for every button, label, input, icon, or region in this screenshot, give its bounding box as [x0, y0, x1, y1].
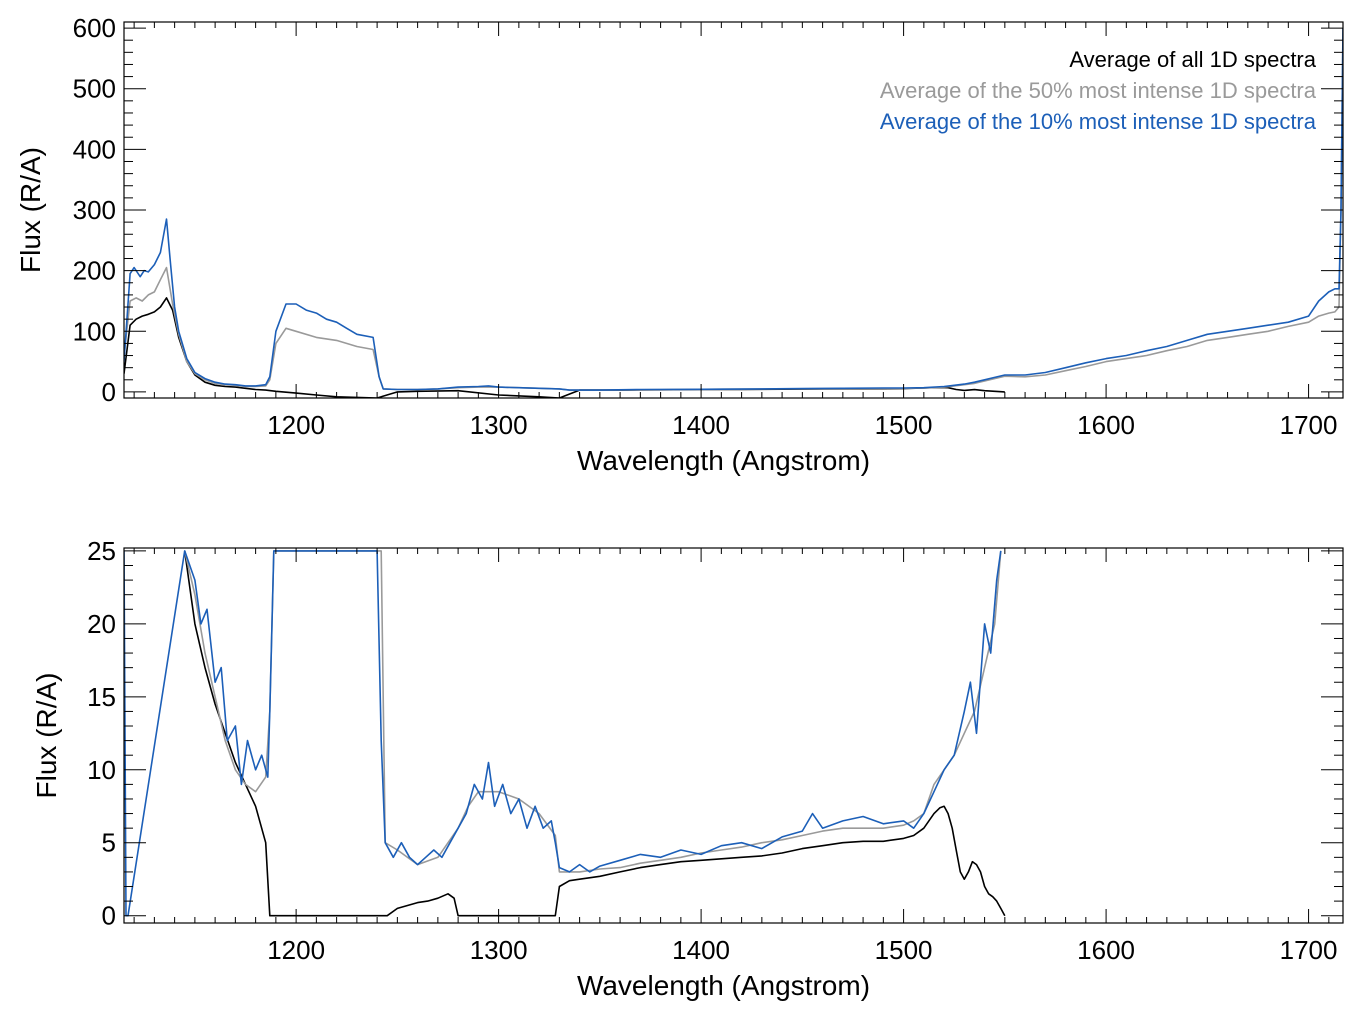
series-line-1: [183, 550, 1006, 917]
y-axis-label: Flux (R/A): [31, 673, 62, 799]
y-tick-label: 400: [73, 134, 116, 164]
series-line-1: [124, 297, 1005, 398]
y-axis-label: Flux (R/A): [15, 147, 46, 273]
x-tick-label: 1200: [267, 935, 325, 965]
x-tick-label: 1400: [672, 410, 730, 440]
x-tick-label: 1700: [1280, 410, 1338, 440]
legend-entry-2: Average of the 50% most intense 1D spect…: [880, 78, 1317, 103]
top-plot: 1200 1300 1400 1500 1600 1700 0 100 200 300 400 500…: [15, 13, 1344, 476]
y-tick-label: 0: [102, 377, 116, 407]
plot-frame: [123, 547, 1344, 924]
x-tick-label: 1300: [470, 410, 528, 440]
y-tick-label: 20: [87, 609, 116, 639]
y-tick-label: 25: [87, 536, 116, 566]
y-tick-label: 100: [73, 316, 116, 346]
bottom-plot: 1200 1300 1400 1500 1600 1700 0 5 10 15 20 25 Wavele…: [31, 536, 1344, 1001]
x-tick-label: 1700: [1280, 935, 1338, 965]
x-tick-label: 1500: [875, 935, 933, 965]
series-lines: [124, 28, 1343, 398]
y-tick-label: 500: [73, 74, 116, 104]
series-line-3: [124, 550, 1002, 917]
y-tick-label: 200: [73, 256, 116, 286]
x-tick-label: 1500: [875, 410, 933, 440]
legend-entry-3: Average of the 10% most intense 1D spect…: [880, 109, 1317, 134]
y-tick-label: 15: [87, 682, 116, 712]
x-tick-label: 1400: [672, 935, 730, 965]
x-tick-label: 1600: [1077, 935, 1135, 965]
x-tick-label: 1600: [1077, 410, 1135, 440]
y-tick-label: 300: [73, 195, 116, 225]
x-tick-label: 1200: [267, 410, 325, 440]
y-tick-label: 10: [87, 755, 116, 785]
x-axis-label: Wavelength (Angstrom): [577, 445, 870, 476]
series-line-2: [183, 550, 1002, 873]
y-tick-label: 5: [102, 828, 116, 858]
series-line-3: [124, 28, 1343, 391]
x-axis-label: Wavelength (Angstrom): [577, 970, 870, 1001]
legend-entry-1: Average of all 1D spectra: [1069, 47, 1316, 72]
series-lines: [124, 550, 1006, 917]
y-tick-label: 0: [102, 901, 116, 931]
y-tick-label: 600: [73, 13, 116, 43]
x-tick-label: 1300: [470, 935, 528, 965]
